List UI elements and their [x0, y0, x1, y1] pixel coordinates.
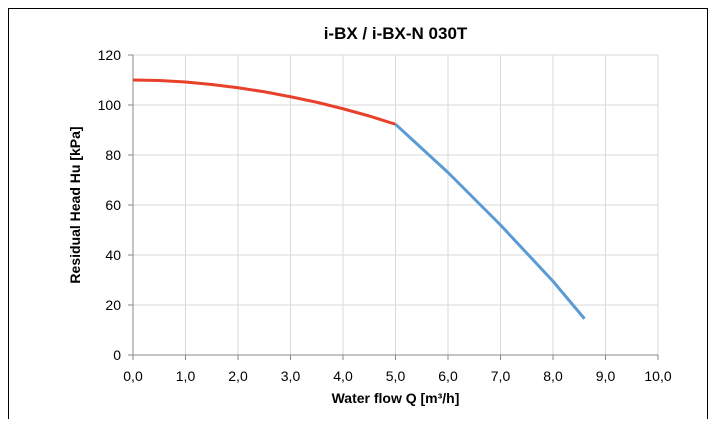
series-line-2	[394, 123, 586, 320]
axes	[128, 54, 659, 360]
x-tick-label: 8,0	[543, 368, 563, 384]
x-tick-label: 2,0	[228, 368, 248, 384]
x-tick-label: 6,0	[438, 368, 458, 384]
x-tick-label: 0,0	[123, 368, 143, 384]
x-tick-label: 3,0	[281, 368, 301, 384]
x-tick-label: 10,0	[644, 368, 671, 384]
y-tick-label: 80	[105, 147, 121, 163]
x-tick-label: 9,0	[596, 368, 616, 384]
y-tick-label: 120	[98, 47, 122, 63]
x-axis-label: Water flow Q [m³/h]	[332, 390, 460, 406]
y-tick-label: 0	[113, 347, 121, 363]
y-axis-label: Residual Head Hu [kPa]	[67, 126, 83, 283]
y-tick-label: 100	[98, 97, 122, 113]
chart-title: i-BX / i-BX-N 030T	[324, 24, 468, 43]
x-tick-label: 1,0	[176, 368, 196, 384]
y-tick-label: 20	[105, 297, 121, 313]
y-tick-label: 40	[105, 247, 121, 263]
x-tick-label: 7,0	[491, 368, 511, 384]
x-tick-label: 4,0	[333, 368, 353, 384]
tick-labels: 0,0 1,0 2,0 3,0 4,0 5,0 6,0 7,0 8,0 9,0 10,0 0 20 40 6…	[98, 47, 672, 384]
series-line-1	[132, 78, 396, 126]
y-tick-label: 60	[105, 197, 121, 213]
data-series	[132, 78, 586, 320]
chart-frame: 0,0 1,0 2,0 3,0 4,0 5,0 6,0 7,0 8,0 9,0 10,0 0 20 40 6…	[8, 8, 708, 419]
x-tick-label: 5,0	[386, 368, 406, 384]
grid-lines	[132, 54, 659, 356]
residual-head-chart: 0,0 1,0 2,0 3,0 4,0 5,0 6,0 7,0 8,0 9,0 10,0 0 20 40 6…	[67, 24, 672, 406]
